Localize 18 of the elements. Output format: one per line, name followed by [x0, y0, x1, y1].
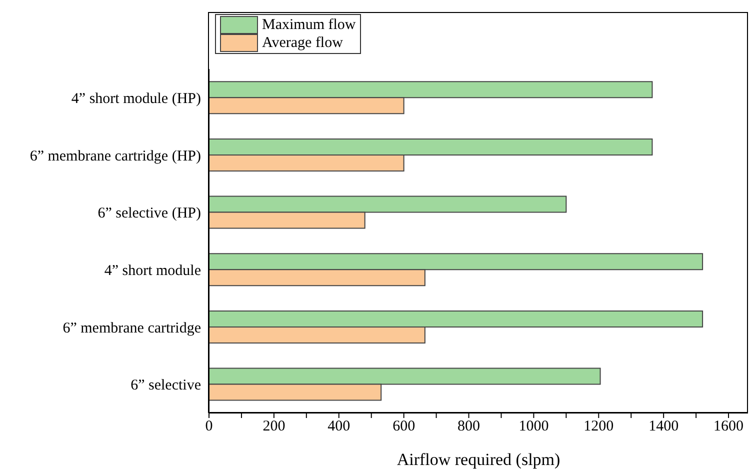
x-tick-label: 800 [458, 418, 480, 435]
y-tick-label: 6” membrane cartridge [62, 320, 202, 336]
x-tick-label: 200 [262, 418, 286, 435]
x-tick-label: 600 [392, 418, 416, 435]
x-tick-label: 1600 [714, 418, 744, 435]
y-tick-label: 6” selective (HP) [98, 206, 201, 222]
y-tick-label: 4” short module [104, 262, 202, 279]
y-tick-label: 6” membrane cartridge (HP) [30, 148, 201, 164]
x-tick-label: 1200 [584, 418, 614, 435]
x-tick-label: 0 [205, 418, 213, 435]
x-tick-label: 1000 [518, 418, 549, 435]
x-axis-title: Airflow required (slpm) [396, 450, 560, 469]
x-tick-label: 1400 [648, 418, 679, 435]
y-tick-label: 4” short module (HP) [71, 90, 201, 107]
x-tick-label: 400 [328, 418, 350, 435]
y-tick-label: 6” selective [130, 378, 202, 394]
legend-label: Maximum flow [262, 16, 356, 34]
legend-label: Average flow [262, 34, 343, 52]
